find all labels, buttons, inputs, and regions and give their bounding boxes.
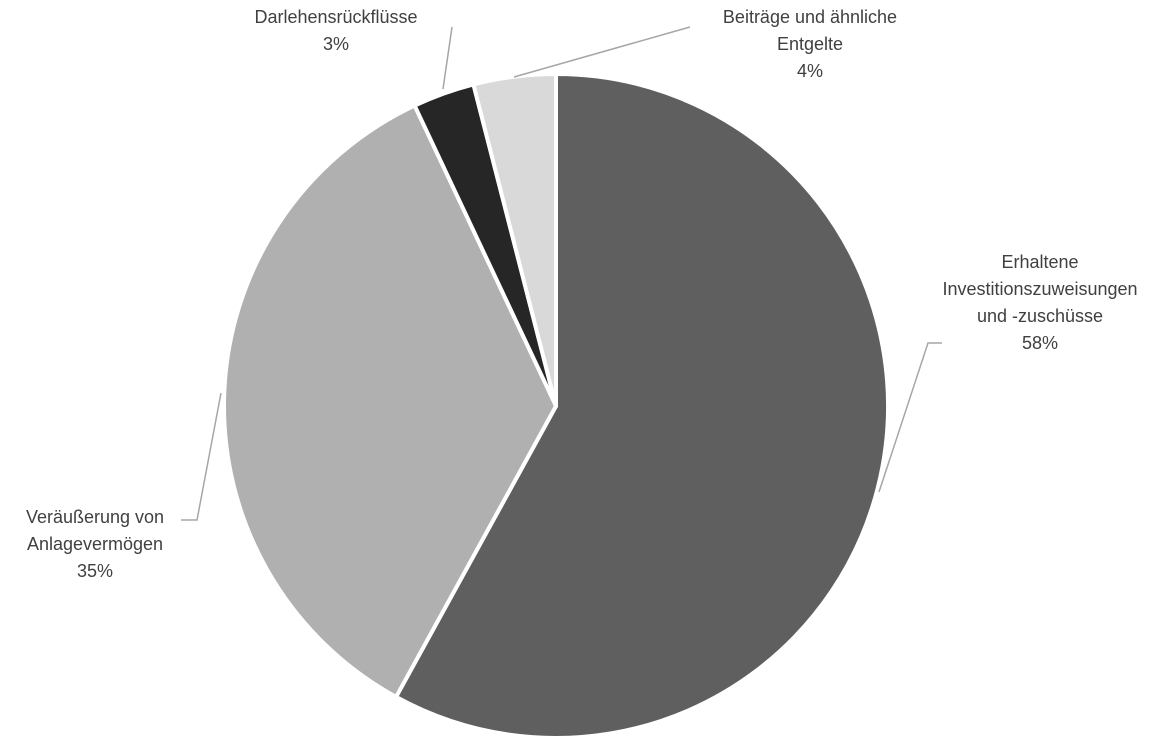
slice-value-label: 4% [797,61,823,81]
pie-slices [222,72,890,740]
slice-category-label: Anlagevermögen [27,534,163,554]
slice-category-label: Beiträge und ähnliche [723,7,897,27]
leader-line-beitraege-und-aehnliche-entgelte [513,26,691,78]
slice-category-label: Investitionszuweisungen [942,279,1137,299]
slice-value-label: 35% [77,561,113,581]
slice-category-label: Erhaltene [1001,252,1078,272]
slice-category-label: Darlehensrückflüsse [254,7,417,27]
slice-category-label: Entgelte [777,34,843,54]
slice-labels: Erhaltene Investitionszuweisungen und -zus… [26,7,1138,581]
leader-lines [181,26,942,521]
slice-value-label: 3% [323,34,349,54]
slice-label-veraeusserung-von-anlagevermoegen: Veräußerung von Anlagevermögen 35% [26,507,164,581]
slice-category-label: Veräußerung von [26,507,164,527]
slice-value-label: 58% [1022,333,1058,353]
slice-label-erhaltene-investitionszuweisungen-und-zuschuesse: Erhaltene Investitionszuweisungen und -zus… [942,252,1137,353]
leader-line-erhaltene-investitionszuweisungen-und-zuschuesse [878,342,942,493]
leader-line-darlehensrueckfluesse [442,26,453,90]
slice-label-beitraege-und-aehnliche-entgelte: Beiträge und ähnliche Entgelte 4% [723,7,897,81]
leader-line-veraeusserung-von-anlagevermoegen [181,392,222,521]
pie-slice-veraeusserung-von-anlagevermoegen [222,103,558,699]
slice-label-darlehensrueckfluesse: Darlehensrückflüsse 3% [254,7,417,54]
slice-category-label: und -zuschüsse [977,306,1103,326]
